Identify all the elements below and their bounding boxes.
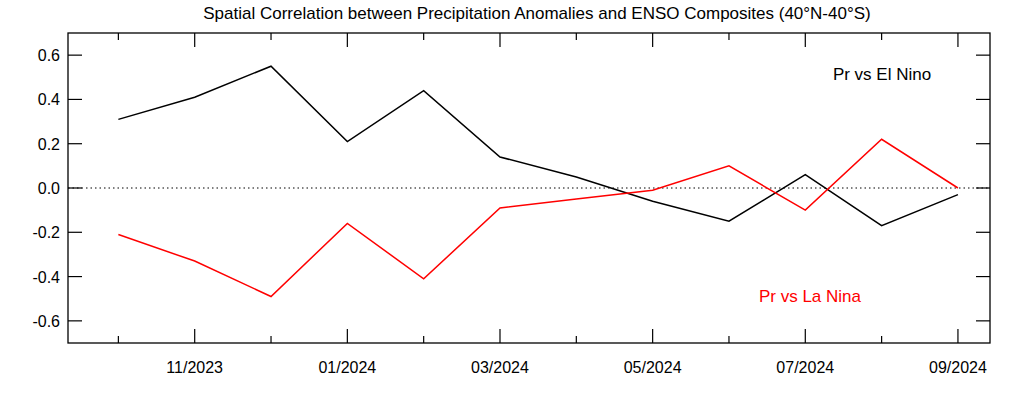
x-tick: [347, 33, 348, 47]
y-tick-label: -0.6: [32, 313, 60, 330]
title: Spatial Correlation between Precipitatio…: [203, 4, 870, 23]
x-tick: [728, 33, 729, 40]
zero-line: [68, 188, 990, 189]
y-tick: [68, 143, 82, 144]
x-tick: [118, 33, 119, 40]
y-tick: [68, 320, 82, 321]
y-tick-label: 0.4: [38, 91, 60, 108]
y-tick: [976, 99, 990, 100]
x-tick: [270, 336, 271, 343]
y-tick-label: 0.0: [38, 180, 60, 197]
x-tick: [499, 329, 500, 343]
x-tick: [881, 336, 882, 343]
x-tick: [270, 33, 271, 40]
series-line: [118, 139, 958, 296]
legend-label: Pr vs El Nino: [833, 65, 931, 84]
x-tick: [652, 329, 653, 343]
y-tick-label: 0.6: [38, 47, 60, 64]
x-tick-label: 09/2024: [929, 359, 987, 376]
x-tick-label: 07/2024: [776, 359, 834, 376]
x-tick: [957, 33, 958, 47]
y-tick: [68, 55, 82, 56]
x-tick: [576, 33, 577, 40]
y-tick: [976, 55, 990, 56]
y-tick: [976, 143, 990, 144]
x-tick-label: 03/2024: [471, 359, 529, 376]
y-tick: [68, 232, 82, 233]
x-tick: [881, 33, 882, 40]
x-tick: [957, 329, 958, 343]
series-line: [118, 66, 958, 225]
y-tick: [68, 99, 82, 100]
x-tick: [728, 336, 729, 343]
x-tick-label: 05/2024: [624, 359, 682, 376]
x-tick: [423, 336, 424, 343]
x-tick: [118, 336, 119, 343]
y-tick: [976, 232, 990, 233]
plot-area: [118, 66, 958, 296]
x-tick: [576, 336, 577, 343]
plot-frame: [68, 33, 990, 343]
y-tick: [68, 276, 82, 277]
x-tick: [194, 33, 195, 47]
x-tick: [499, 33, 500, 47]
y-tick: [68, 187, 82, 188]
legend-label: Pr vs La Nina: [759, 287, 862, 306]
x-tick-label: 01/2024: [318, 359, 376, 376]
x-tick: [347, 329, 348, 343]
x-tick: [423, 33, 424, 40]
x-tick: [805, 33, 806, 47]
x-tick: [194, 329, 195, 343]
x-tick: [805, 329, 806, 343]
x-tick: [652, 33, 653, 47]
y-tick: [976, 320, 990, 321]
chart: Spatial Correlation between Precipitatio…: [0, 0, 1024, 393]
x-tick-label: 11/2023: [166, 359, 223, 376]
y-tick-label: 0.2: [38, 136, 60, 153]
y-tick: [976, 276, 990, 277]
y-tick-label: -0.4: [32, 269, 60, 286]
y-tick-label: -0.2: [32, 224, 60, 241]
